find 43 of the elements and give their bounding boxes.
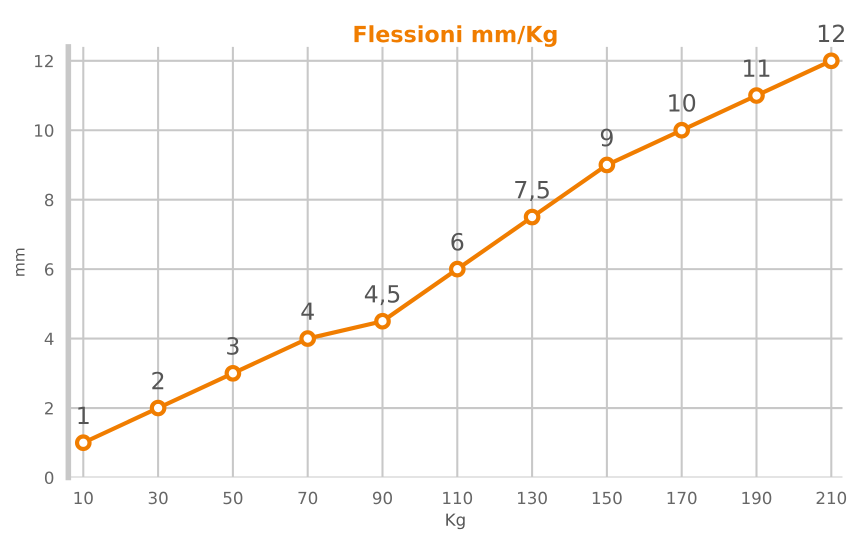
- point: [150, 400, 166, 416]
- text: 10: [669, 94, 696, 112]
- text: 6: [451, 232, 464, 251]
- x-tick-label: 210: [816, 492, 846, 504]
- y-tick-label: 4: [44, 332, 54, 345]
- y-axis-title: mm: [16, 248, 25, 276]
- text: 1: [78, 406, 89, 424]
- point: [748, 87, 765, 104]
- x-tick-label: 190: [742, 492, 772, 504]
- y-tick-label: 0: [44, 471, 54, 484]
- x-tick-label: 90: [372, 492, 392, 504]
- chart-title: Flessioni mm/Kg: [354, 25, 557, 47]
- x-tick-label: 10: [74, 492, 93, 504]
- text: 11: [744, 60, 770, 77]
- point: [74, 434, 92, 452]
- text: 7,5: [515, 181, 549, 202]
- y-tick-label: 12: [35, 54, 53, 68]
- text: 3: [227, 336, 239, 355]
- x-tick-label: 150: [592, 492, 622, 504]
- point: [299, 330, 316, 347]
- text: 2: [152, 372, 164, 390]
- text: 4: [301, 302, 314, 320]
- y-tick-label: 2: [45, 402, 53, 414]
- x-tick-label: 130: [518, 492, 547, 504]
- y-tick-label: 6: [45, 263, 54, 276]
- x-tick-label: 70: [298, 492, 318, 504]
- x-tick-label: 50: [224, 492, 242, 504]
- point: [598, 156, 616, 174]
- text: 12: [818, 24, 844, 42]
- y-tick-label: 8: [44, 194, 54, 206]
- point: [374, 312, 391, 330]
- point: [448, 260, 466, 278]
- x-tick-label: 170: [668, 492, 696, 504]
- x-axis-title: Kg: [446, 514, 465, 530]
- point: [822, 52, 840, 70]
- point: [524, 208, 540, 226]
- point: [224, 364, 242, 382]
- text: 9: [600, 128, 613, 147]
- x-tick-label: 110: [443, 492, 472, 504]
- point: [673, 122, 690, 139]
- y-tick-label: 10: [35, 124, 54, 137]
- x-tick-label: 30: [148, 492, 168, 504]
- text: 4,5: [364, 285, 400, 306]
